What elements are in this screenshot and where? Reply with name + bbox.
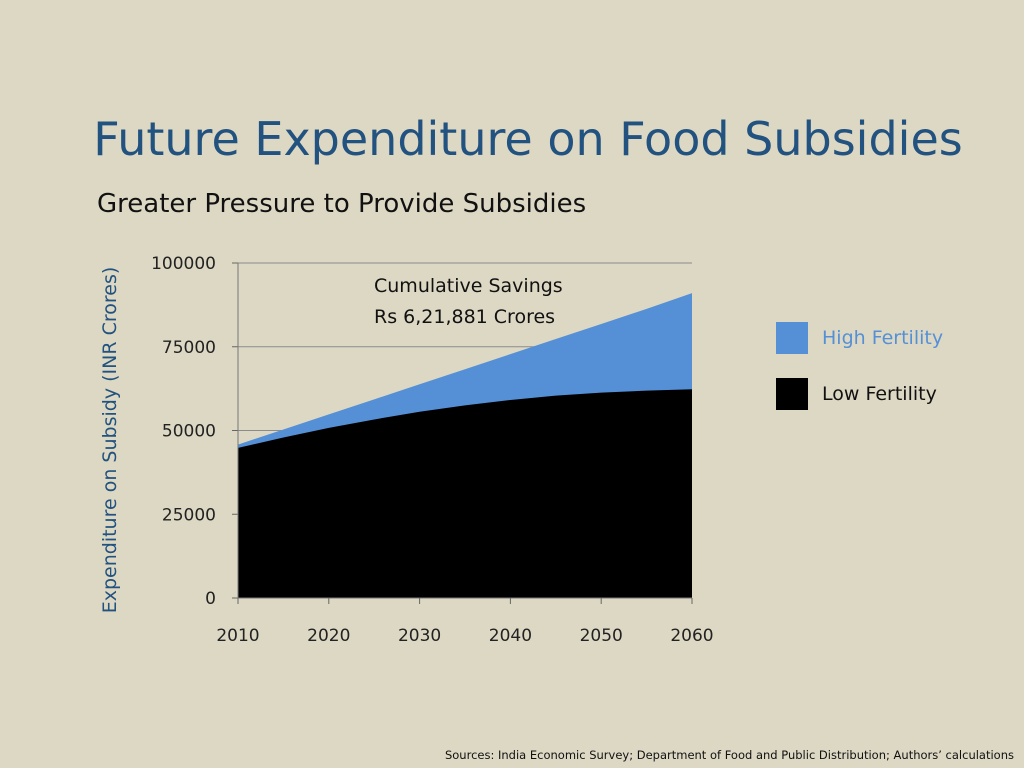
legend-item-high-fertility: High Fertility [776,322,943,354]
y-tick-label-50000: 50000 [162,422,216,442]
source-note: Sources: India Economic Survey; Departme… [444,748,1014,762]
slide-title: Future Expenditure on Food Subsidies [93,112,963,166]
area-layer [238,293,692,598]
x-tick-label-2060: 2060 [670,626,713,646]
y-tick-label-75000: 75000 [162,338,216,358]
legend-swatch-high-fertility [776,322,808,354]
annotation-line-2: Rs 6,21,881 Crores [374,306,555,328]
area-low-fertility [238,389,692,598]
x-tick-label-2050: 2050 [580,626,623,646]
legend-item-low-fertility: Low Fertility [776,378,943,410]
x-tick-label-2040: 2040 [489,626,532,646]
y-tick-label-100000: 100000 [151,254,216,274]
legend: High Fertility Low Fertility [776,322,943,434]
slide-subtitle: Greater Pressure to Provide Subsidies [97,189,587,219]
legend-swatch-low-fertility [776,378,808,410]
y-tick-label-0: 0 [205,589,216,609]
axis-layer: 0 25000 50000 75000 100000 2010 2020 2030 2040 20… [151,254,714,646]
legend-label-high-fertility: High Fertility [822,327,944,349]
x-tick-label-2010: 2010 [216,626,259,646]
annotation-line-1: Cumulative Savings [374,275,563,297]
x-tick-label-2020: 2020 [307,626,350,646]
annotation-layer: Cumulative Savings Rs 6,21,881 Crores [374,275,563,328]
x-tick-label-2030: 2030 [398,626,441,646]
y-tick-label-25000: 25000 [162,505,216,525]
legend-label-low-fertility: Low Fertility [822,383,937,405]
